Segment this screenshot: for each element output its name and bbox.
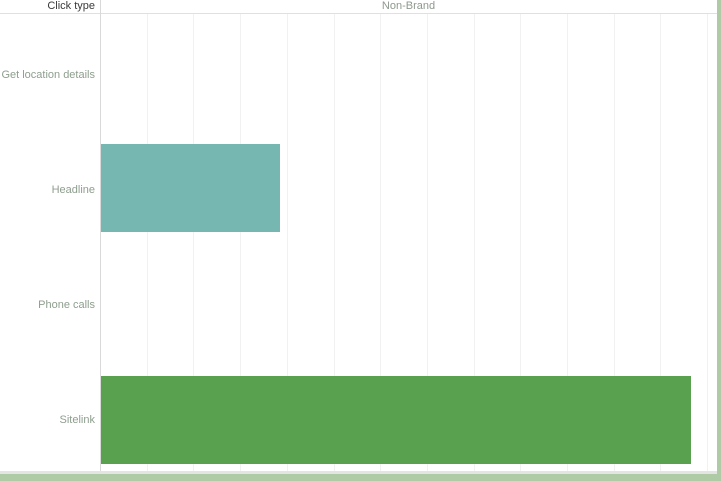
bar-headline[interactable] [101,144,280,232]
category-label-headline[interactable]: Headline [51,184,95,196]
right-accent-strip [717,0,721,474]
gridline [567,14,568,471]
gridline [193,14,194,471]
plot-area [101,14,717,471]
row-field-header[interactable]: Click type [47,0,95,12]
gridline [474,14,475,471]
gridline [660,14,661,471]
column-header-non-brand[interactable]: Non-Brand [381,0,436,12]
category-label-get-location-details[interactable]: Get location details [1,69,95,81]
bottom-accent-strip [0,474,721,481]
bar-sitelink[interactable] [101,376,691,464]
gridline [334,14,335,471]
gridline [287,14,288,471]
gridline [147,14,148,471]
category-label-sitelink[interactable]: Sitelink [59,414,95,426]
header-divider [0,13,721,14]
category-label-phone-calls[interactable]: Phone calls [38,299,95,311]
gridline [614,14,615,471]
gridline [240,14,241,471]
gridline [520,14,521,471]
gridline [707,14,708,471]
gridline [380,14,381,471]
bottom-border-strip [0,471,721,474]
axis-separator-line [100,0,101,471]
gridline [427,14,428,471]
